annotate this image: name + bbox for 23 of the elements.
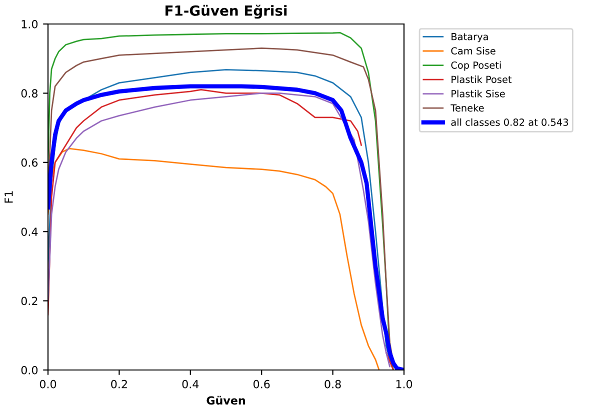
- y-tick-label: 1.0: [22, 20, 38, 28]
- y-tick-label: 0.2: [21, 296, 38, 306]
- legend-label: Batarya: [452, 33, 488, 42]
- y-tick-label: 0.8: [21, 89, 38, 98]
- x-tick-label: 0.0: [40, 380, 56, 388]
- legend-label: Cam Sise: [451, 47, 496, 55]
- legend-label: all classes 0.82 at 0.543: [451, 118, 568, 126]
- x-tick-label: 0.8: [324, 380, 341, 388]
- legend-label: Plastik Poset: [452, 76, 512, 84]
- y-axis-title: F1: [4, 191, 13, 203]
- legend-label: Plastik Sise: [452, 90, 505, 98]
- legend-label: Teneke: [450, 104, 484, 112]
- y-tick-label: 0.0: [21, 366, 38, 374]
- chart-title: F1-Güven Eğrisi: [166, 4, 287, 19]
- x-tick-label: 0.2: [111, 380, 127, 388]
- x-tick-label: 1.0: [396, 380, 412, 388]
- y-tick-label: 0.6: [21, 158, 38, 167]
- line-series: [48, 148, 380, 370]
- x-tick-label: 0.6: [254, 380, 270, 388]
- y-tick-label: 0.4: [21, 228, 38, 236]
- x-axis-title: Güven: [206, 396, 245, 405]
- legend-label: Cop Poseti: [451, 61, 501, 71]
- x-tick-label: 0.4: [182, 380, 199, 388]
